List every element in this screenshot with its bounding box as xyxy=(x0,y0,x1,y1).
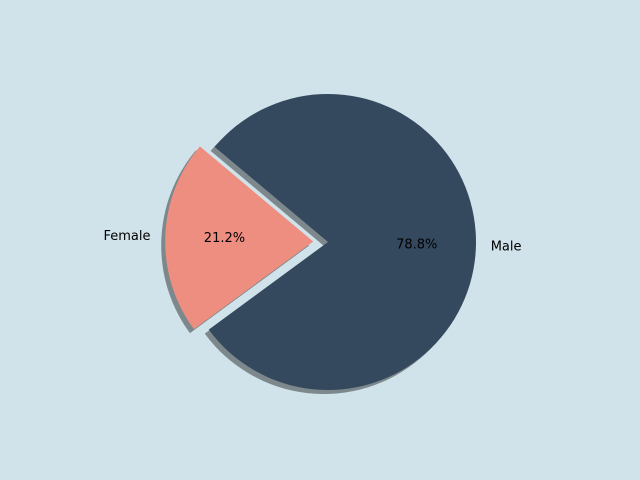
value-label: 78.8% xyxy=(396,237,437,252)
category-label: Female xyxy=(103,229,150,244)
category-label: Male xyxy=(491,240,522,255)
wedge xyxy=(208,94,477,391)
value-label: 21.2% xyxy=(204,231,245,246)
wedge xyxy=(165,146,314,330)
